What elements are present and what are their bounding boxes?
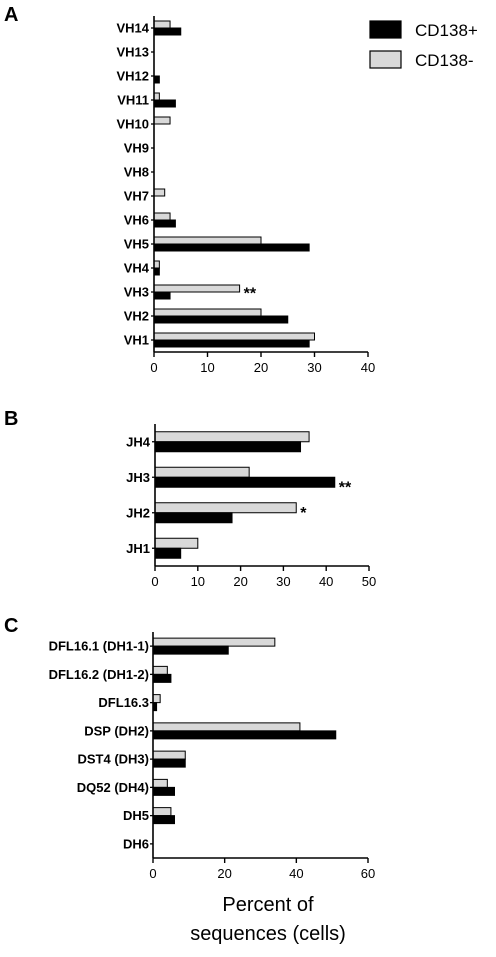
panel-c-x-tick-label: 20 xyxy=(217,866,231,881)
panel-c-category-label: DFL16.3 xyxy=(98,695,149,710)
panel-b-significance-marker: * xyxy=(300,505,307,522)
legend: CD138+ CD138- xyxy=(369,20,478,70)
panel-b-category-label: JH1 xyxy=(126,541,150,556)
panel-b-significance-marker: ** xyxy=(339,479,352,496)
panel-a-x-tick-label: 30 xyxy=(307,360,321,375)
x-axis-label-line2: sequences (cells) xyxy=(190,923,346,945)
panel-c-bar-cd138 xyxy=(152,778,168,788)
panel-c-x-tick-label: 60 xyxy=(361,866,375,881)
panel-letter-b: B xyxy=(4,408,18,430)
panel-c-bar-cd138 xyxy=(152,637,276,647)
panel-b-x-tick-label: 40 xyxy=(319,574,333,589)
panel-a-category-label: VH4 xyxy=(124,261,150,276)
panel-a-bar-cd138 xyxy=(153,267,160,276)
panel-a-category-label: VH12 xyxy=(116,69,149,84)
panel-a-bar-cd138 xyxy=(153,20,171,29)
panel-c-category-label: DH6 xyxy=(123,836,149,851)
chart-panel-a: VH14 VH13 VH12 VH11 VH10 VH9 VH8 VH7 VH6 VH5 VH4 VH… xyxy=(116,16,375,375)
panel-c-bar-cd138 xyxy=(152,722,301,732)
panel-c-category-label: DFL16.2 (DH1-2) xyxy=(49,667,149,682)
panel-a-category-label: VH5 xyxy=(124,237,149,252)
panel-a-bar-cd138 xyxy=(153,291,171,300)
panel-a-bar-cd138 xyxy=(153,315,289,324)
panel-c-bar-cd138 xyxy=(152,645,229,655)
panel-b-bar-cd138 xyxy=(154,512,233,524)
panel-b-bar-cd138 xyxy=(154,431,310,443)
panel-a-bar-cd138 xyxy=(153,27,182,36)
panel-a-bar-cd138 xyxy=(153,212,171,221)
panel-c-bar-cd138 xyxy=(152,665,168,675)
panel-c-bar-cd138 xyxy=(152,750,186,760)
legend-swatch-cd138-neg xyxy=(369,50,402,69)
panel-a-x-tick-label: 0 xyxy=(150,360,157,375)
panel-a-bar-cd138 xyxy=(153,308,262,317)
panel-a-bar-cd138 xyxy=(153,243,310,252)
panel-a-bar-cd138 xyxy=(153,75,160,84)
panel-a-bar-cd138 xyxy=(153,219,176,228)
panel-a-category-label: VH6 xyxy=(124,213,149,228)
panel-b-x-tick-label: 10 xyxy=(191,574,205,589)
legend-swatch-cd138-pos xyxy=(369,20,402,39)
panel-b-bar-cd138 xyxy=(154,502,297,514)
panel-a-bar-cd138 xyxy=(153,99,176,108)
panel-a-x-tick-label: 10 xyxy=(200,360,214,375)
panel-a-bar-cd138 xyxy=(153,332,315,341)
panel-a-category-label: VH11 xyxy=(117,93,149,108)
panel-b-bar-cd138 xyxy=(154,441,302,453)
panel-a-category-label: VH3 xyxy=(124,285,149,300)
chart-panel-c: DFL16.1 (DH1-1) DFL16.2 (DH1-2) DFL16.3 DSP… xyxy=(49,632,375,881)
panel-a-bar-cd138 xyxy=(153,188,166,197)
panel-a-category-label: VH1 xyxy=(124,333,149,348)
panel-a-category-label: VH14 xyxy=(116,21,149,36)
panel-b-bar-cd138 xyxy=(154,547,182,559)
legend-label-cd138-neg: CD138- xyxy=(415,51,474,70)
panel-c-bar-cd138 xyxy=(152,673,172,683)
panel-c-x-tick-label: 0 xyxy=(149,866,156,881)
panel-b-category-label: JH2 xyxy=(126,505,150,520)
panel-a-category-label: VH7 xyxy=(124,189,149,204)
panel-c-category-label: DSP (DH2) xyxy=(84,723,149,738)
panel-letter-c: C xyxy=(4,615,18,637)
panel-c-category-label: DH5 xyxy=(123,808,149,823)
panel-b-x-tick-label: 50 xyxy=(362,574,376,589)
panel-b-bar-cd138 xyxy=(154,466,250,478)
panel-a-x-tick-label: 20 xyxy=(254,360,268,375)
panel-c-bar-cd138 xyxy=(152,758,186,768)
panel-c-bar-cd138 xyxy=(152,815,175,825)
panel-a-bar-cd138 xyxy=(153,339,310,348)
panel-a-bar-cd138 xyxy=(153,116,171,125)
panel-a-bar-cd138 xyxy=(153,236,262,245)
x-axis-label-line1: Percent of xyxy=(222,894,314,916)
panel-b-x-tick-label: 20 xyxy=(233,574,247,589)
panel-a-significance-marker: ** xyxy=(244,286,257,303)
panel-c-category-label: DQ52 (DH4) xyxy=(77,780,149,795)
panel-a-bar-cd138 xyxy=(153,260,160,269)
panel-c-category-label: DST4 (DH3) xyxy=(77,752,149,767)
panel-b-bar-cd138 xyxy=(154,476,336,488)
panel-a-bar-cd138 xyxy=(153,92,160,101)
panel-b-category-label: JH4 xyxy=(126,434,151,449)
panel-c-bar-cd138 xyxy=(152,807,172,817)
panel-c-bar-cd138 xyxy=(152,730,337,740)
panel-letter-a: A xyxy=(4,4,18,26)
legend-label-cd138-pos: CD138+ xyxy=(415,21,478,40)
panel-b-category-label: JH3 xyxy=(126,470,150,485)
panel-a-category-label: VH10 xyxy=(116,117,149,132)
panel-a-category-label: VH2 xyxy=(124,309,149,324)
panel-a-x-tick-label: 40 xyxy=(361,360,375,375)
panel-c-bar-cd138 xyxy=(152,786,175,796)
panel-b-bar-cd138 xyxy=(154,537,199,549)
panel-a-category-label: VH13 xyxy=(116,45,149,60)
panel-b-x-tick-label: 0 xyxy=(151,574,158,589)
panel-c-bar-cd138 xyxy=(152,694,161,704)
panel-c-category-label: DFL16.1 (DH1-1) xyxy=(49,639,149,654)
panel-a-bar-cd138 xyxy=(153,284,241,293)
panel-a-category-label: VH8 xyxy=(124,165,149,180)
panel-b-x-tick-label: 30 xyxy=(276,574,290,589)
panel-c-x-tick-label: 40 xyxy=(289,866,303,881)
panel-a-category-label: VH9 xyxy=(124,141,149,156)
